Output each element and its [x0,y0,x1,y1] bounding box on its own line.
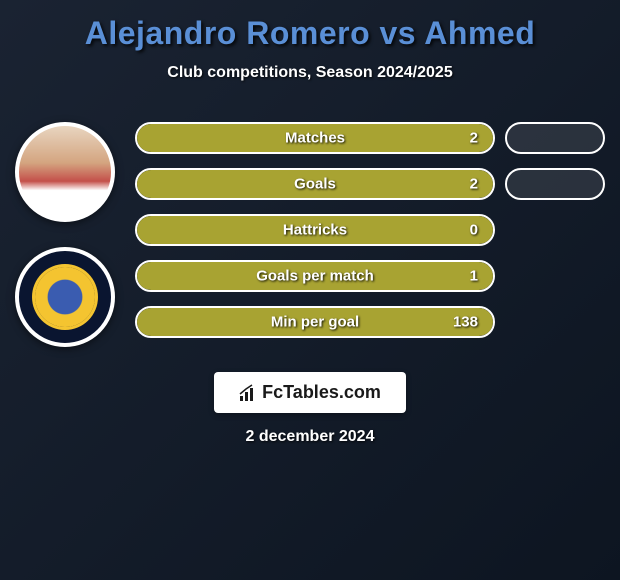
date-text: 2 december 2024 [246,428,375,446]
stat-pill-spacer [505,306,605,338]
stat-pill [505,168,605,200]
stat-value: 138 [453,314,478,331]
club-badge-icon [35,267,95,327]
footer: FcTables.com 2 december 2024 [10,372,610,446]
stat-row: Goals 2 [135,168,605,200]
stats-column: Matches 2 Goals 2 Hattricks 0 [135,117,605,338]
stat-bar: Min per goal 138 [135,306,495,338]
chart-icon [239,384,257,402]
logo-text: FcTables.com [262,382,381,403]
player1-avatar [15,122,115,222]
stat-label: Goals [294,176,336,193]
logo-box: FcTables.com [214,372,406,413]
main-container: Alejandro Romero vs Ahmed Club competiti… [0,0,620,461]
stat-pill [505,122,605,154]
page-title: Alejandro Romero vs Ahmed [10,15,610,52]
stat-row: Matches 2 [135,122,605,154]
stat-row: Min per goal 138 [135,306,605,338]
stat-value: 2 [470,176,478,193]
stat-row: Goals per match 1 [135,260,605,292]
stat-value: 1 [470,268,478,285]
content-area: Matches 2 Goals 2 Hattricks 0 [10,117,610,347]
page-subtitle: Club competitions, Season 2024/2025 [10,64,610,82]
stat-bar: Hattricks 0 [135,214,495,246]
stat-label: Min per goal [271,314,359,331]
stat-bar: Matches 2 [135,122,495,154]
avatars-column [15,117,115,347]
stat-label: Goals per match [256,268,374,285]
stat-bar: Goals per match 1 [135,260,495,292]
stat-row: Hattricks 0 [135,214,605,246]
stat-pill-spacer [505,260,605,292]
stat-bar: Goals 2 [135,168,495,200]
stat-pill-spacer [505,214,605,246]
player2-avatar [15,247,115,347]
stat-value: 2 [470,130,478,147]
stat-value: 0 [470,222,478,239]
stat-label: Matches [285,130,345,147]
stat-label: Hattricks [283,222,347,239]
